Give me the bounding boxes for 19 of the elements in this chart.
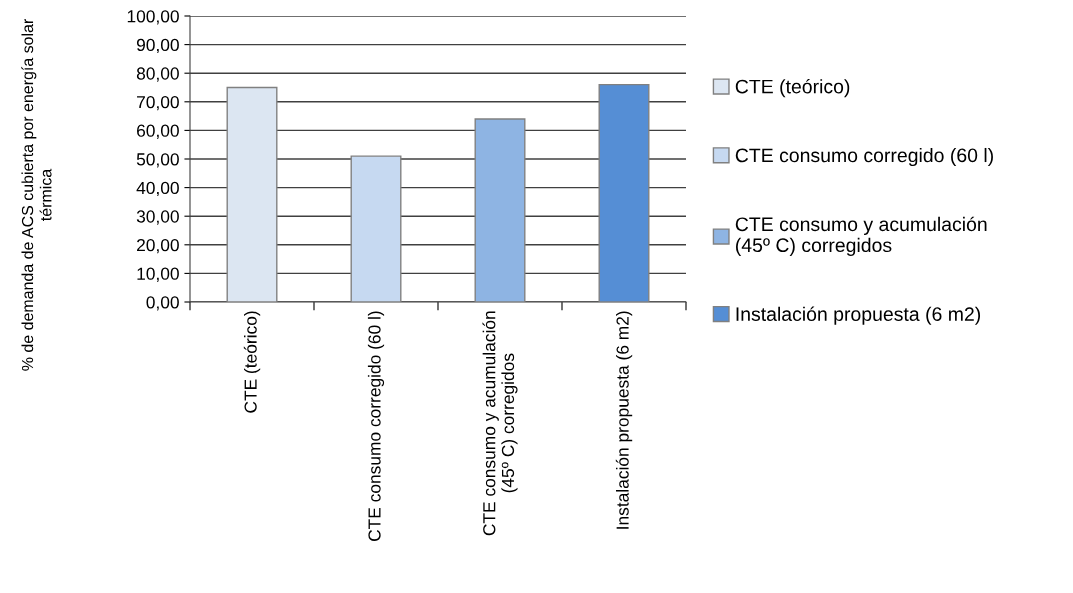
legend-label: CTE consumo y acumulación (45º C) corregidos	[735, 216, 987, 256]
x-tick-label: CTE (teórico)	[243, 311, 261, 413]
legend-label: CTE consumo corregido (60 l)	[735, 147, 993, 167]
y-tick-label: 10,00	[137, 267, 179, 282]
y-axis-title: % de demanda de ACS cubierta por energía solar térmica	[21, 19, 52, 371]
y-tick-label: 60,00	[137, 124, 179, 139]
y-tick-label: 40,00	[136, 181, 179, 197]
x-tick-label: CTE consumo y acumulación (45º C) corregidos	[482, 311, 518, 536]
y-tick-label: 0,00	[146, 296, 179, 311]
x-tick-label: Instalación propuesta (6 m2)	[615, 311, 633, 529]
x-tick-label: CTE consumo corregido (60 l)	[367, 311, 385, 542]
y-tick-label: 30,00	[136, 210, 179, 225]
y-tick-label: 90,00	[136, 38, 179, 54]
y-tick-label: 100,00	[127, 10, 179, 25]
y-tick-label: 50,00	[136, 153, 179, 168]
y-tick-label: 80,00	[136, 67, 179, 82]
y-tick-label: 70,00	[137, 95, 179, 111]
y-tick-label: 20,00	[137, 238, 179, 254]
legend-label: CTE (teórico)	[735, 78, 850, 98]
